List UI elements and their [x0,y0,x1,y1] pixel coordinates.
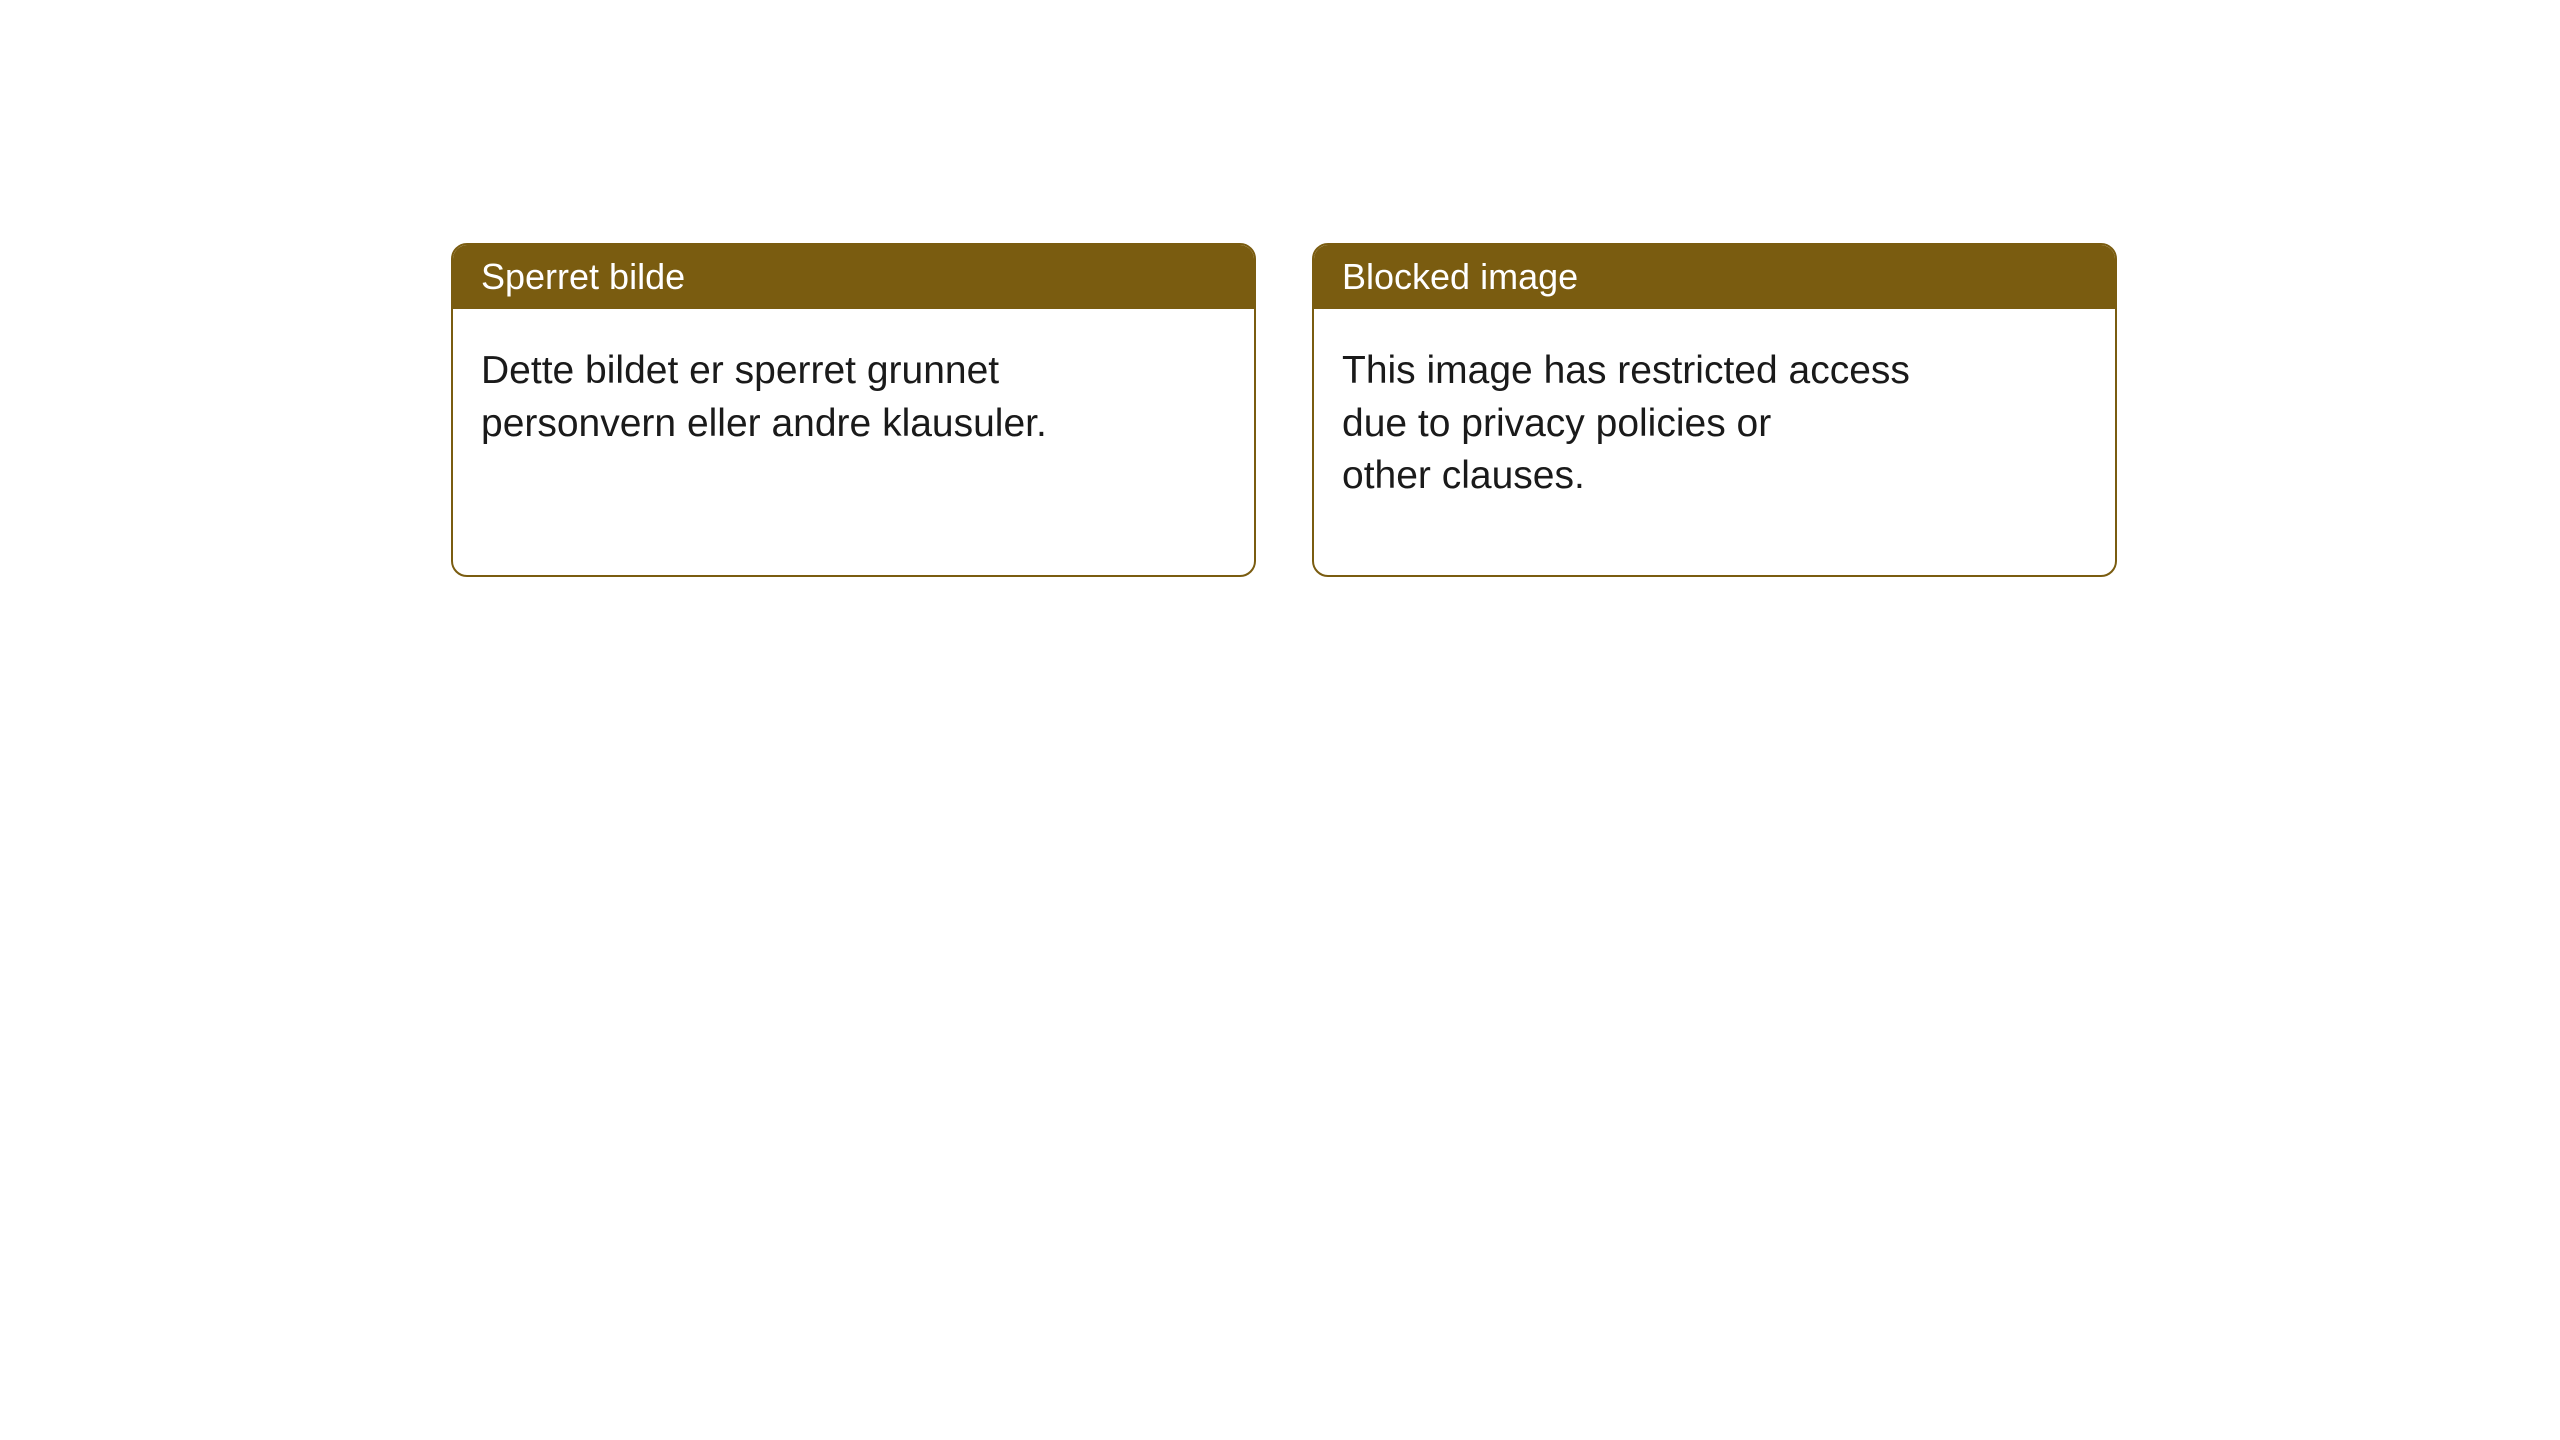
notice-header: Sperret bilde [453,245,1254,309]
notice-container: Sperret bilde Dette bildet er sperret gr… [451,243,2117,577]
notice-box-norwegian: Sperret bilde Dette bildet er sperret gr… [451,243,1256,577]
notice-header: Blocked image [1314,245,2115,309]
notice-body: Dette bildet er sperret grunnet personve… [453,309,1254,486]
notice-body: This image has restricted access due to … [1314,309,2115,539]
notice-box-english: Blocked image This image has restricted … [1312,243,2117,577]
